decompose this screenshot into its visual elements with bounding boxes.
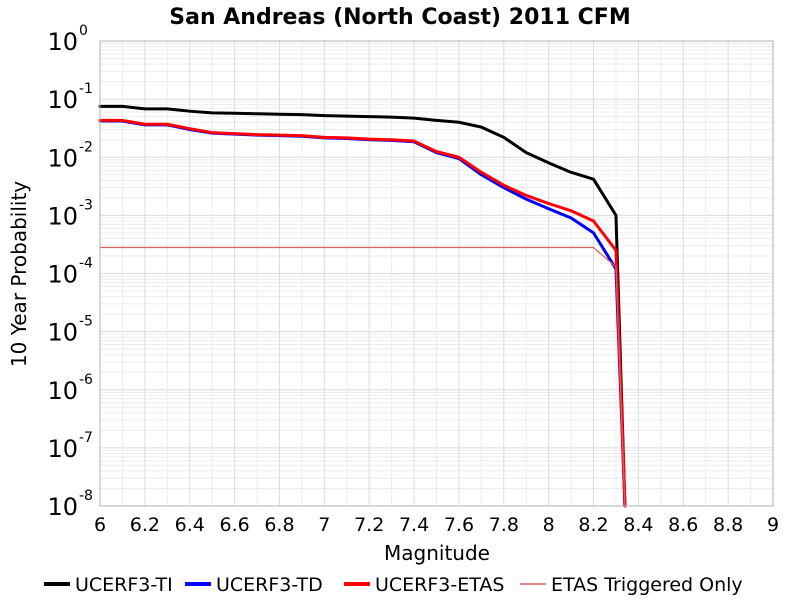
x-tick-label: 7.4	[399, 514, 429, 536]
y-tick-label: 10 -1	[47, 81, 93, 114]
plot-frame	[99, 40, 774, 507]
x-axis-label: Magnitude	[384, 541, 490, 565]
legend-item-label: ETAS Triggered Only	[551, 574, 743, 596]
y-tick-label: 10 -8	[47, 488, 93, 521]
x-tick-label: 6.6	[219, 514, 249, 536]
y-tick-exponent: -1	[79, 81, 93, 97]
x-tick-label: 6.2	[130, 514, 160, 536]
y-axis-label: 10 Year Probability	[7, 181, 31, 367]
y-tick-exponent: -3	[79, 197, 93, 213]
y-tick-label: 10 0	[47, 23, 87, 56]
x-tick-label: 6.8	[264, 514, 294, 536]
x-tick-label: 8.8	[713, 514, 743, 536]
x-tick-label: 9	[767, 514, 779, 536]
series-line-etas-triggered-only	[99, 246, 626, 507]
chart-title: San Andreas (North Coast) 2011 CFM	[169, 5, 630, 30]
y-tick-base: 10	[47, 202, 78, 230]
y-tick-label: 10 -5	[47, 314, 93, 347]
y-tick-label: 10 -2	[47, 139, 93, 172]
x-tick-label: 6	[94, 514, 106, 536]
series-line-ucerf3-etas	[98, 118, 627, 508]
y-tick-label: 10 -6	[47, 372, 93, 405]
x-tick-label: 8	[543, 514, 555, 536]
x-tick-label: 7	[318, 514, 330, 536]
y-tick-base: 10	[47, 28, 78, 56]
y-tick-label: 10 -4	[47, 256, 93, 289]
y-tick-base: 10	[47, 261, 78, 289]
y-tick-exponent: -2	[79, 139, 93, 155]
y-tick-base: 10	[47, 493, 78, 521]
y-tick-exponent: -6	[79, 372, 93, 388]
x-axis-ticks: 6 6.2 6.4 6.6 6.8 7 7.2 7.4 7.6 7.8 8 8.2 8.4 8.6 8.8 9	[94, 514, 779, 536]
series-line-ucerf3-ti	[98, 104, 627, 508]
y-tick-base: 10	[47, 319, 78, 347]
legend-item-label: UCERF3-TD	[216, 574, 323, 596]
y-tick-base: 10	[47, 435, 78, 463]
y-tick-base: 10	[47, 377, 78, 405]
x-tick-label: 8.4	[623, 514, 653, 536]
x-tick-label: 8.6	[668, 514, 698, 536]
x-tick-label: 6.4	[175, 514, 205, 536]
y-tick-exponent: -4	[79, 256, 93, 272]
y-tick-exponent: -5	[79, 314, 93, 330]
y-tick-label: 10 -7	[47, 430, 93, 463]
y-tick-base: 10	[47, 144, 78, 172]
x-tick-label: 7.6	[444, 514, 474, 536]
x-tick-label: 8.2	[578, 514, 608, 536]
y-tick-base: 10	[47, 86, 78, 114]
legend-item-label: UCERF3-ETAS	[375, 574, 504, 596]
series-layer	[98, 104, 627, 508]
plot-border	[99, 40, 774, 507]
y-tick-exponent: 0	[79, 23, 88, 39]
legend: UCERF3-TI UCERF3-TD UCERF3-ETAS ETAS Trigge…	[44, 574, 743, 596]
x-tick-label: 7.2	[354, 514, 384, 536]
legend-item-label: UCERF3-TI	[75, 574, 173, 596]
y-tick-exponent: -7	[79, 430, 93, 446]
x-tick-label: 7.8	[489, 514, 519, 536]
y-tick-label: 10 -3	[47, 197, 93, 230]
grid	[99, 41, 774, 507]
y-tick-exponent: -8	[79, 488, 93, 504]
